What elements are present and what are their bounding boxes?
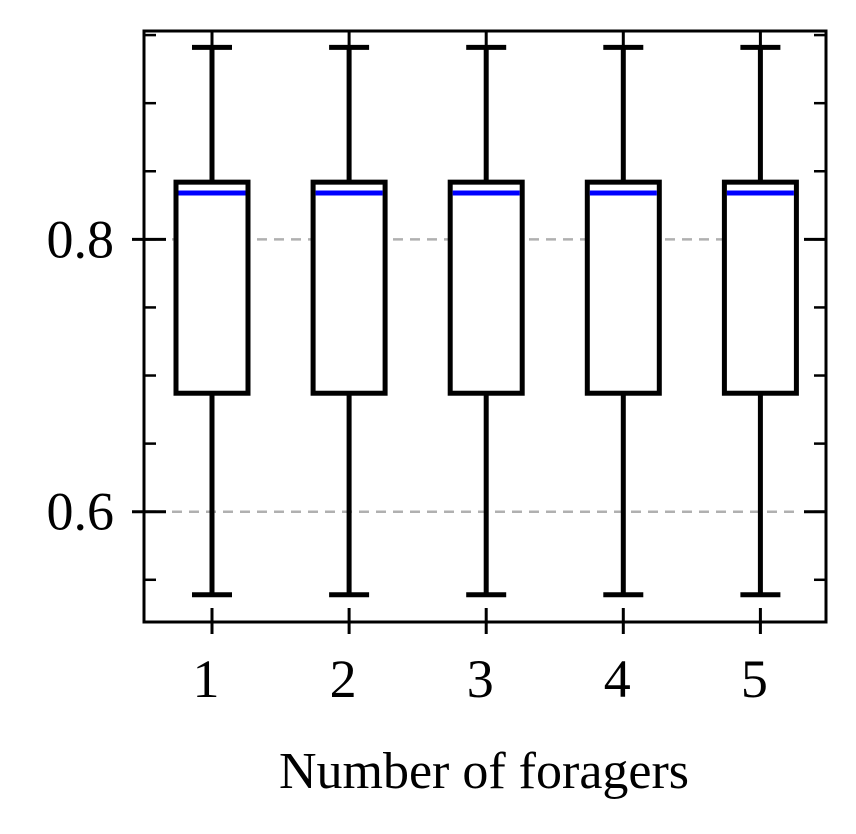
- box-body: [173, 179, 251, 396]
- x-tick-label: 3: [467, 649, 494, 709]
- box-body: [721, 179, 799, 396]
- x-tick-label: 2: [330, 649, 357, 709]
- box-plot-4: [584, 44, 662, 598]
- box-plot-3: [447, 44, 525, 598]
- box-body: [584, 179, 662, 396]
- box-plot-5: [721, 44, 799, 598]
- x-tick-label: 1: [193, 649, 220, 709]
- x-axis-label: Number of foragers: [279, 743, 689, 800]
- box-plot-2: [310, 44, 388, 598]
- tick-labels: 0.6 0.8 1 2 3 4 5: [47, 209, 768, 709]
- y-tick-label: 0.6: [47, 482, 115, 542]
- plot-frame: [142, 29, 828, 624]
- x-tick-label: 4: [604, 649, 631, 709]
- y-tick-label: 0.8: [47, 209, 115, 269]
- x-tick-label: 5: [741, 649, 768, 709]
- box-plot-1: [173, 44, 251, 598]
- box-body: [310, 179, 388, 396]
- boxes: [173, 44, 799, 598]
- box-body: [447, 179, 525, 396]
